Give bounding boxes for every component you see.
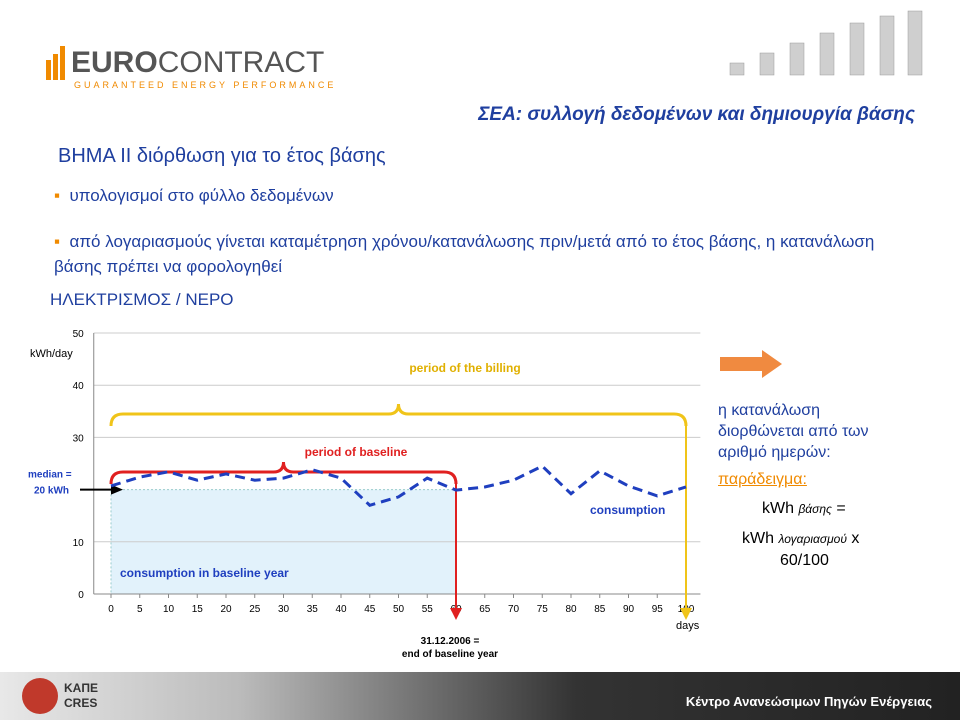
x-tick-label: 65 (479, 604, 491, 615)
x-tick-label: 35 (307, 604, 319, 615)
tagline: GUARANTEED ENERGY PERFORMANCE (74, 80, 337, 90)
f: kWh (742, 530, 774, 547)
annotation: 20 kWh (34, 486, 69, 497)
f: = (836, 500, 846, 517)
chart: 0103040500510152025303540455055606570758… (28, 329, 701, 660)
arrow (720, 350, 782, 378)
median-arrow-head (111, 484, 123, 495)
annotation: consumption in baseline year (120, 566, 289, 580)
decoration (729, 10, 923, 76)
bullet: ▪ από λογαριασμούς γίνεται καταμέτρηση χ… (54, 232, 875, 276)
side-line: αριθμό ημερών: (718, 444, 831, 461)
bullet-text: από λογαριασμούς γίνεται καταμέτρηση χρό… (54, 232, 875, 276)
section-title: ΗΛΕΚΤΡΙΣΜΟΣ / ΝΕΡΟ (50, 290, 234, 309)
x-tick-label: 95 (652, 604, 664, 615)
logo-text: CONTRACT (157, 46, 325, 79)
y-tick-label: 10 (73, 538, 85, 549)
annotation: period of the billing (409, 361, 520, 375)
footer: ΚΑΠΕ CRES Κέντρο Ανανεώσιμων Πηγών Ενέργ… (0, 672, 960, 720)
x-tick-label: 10 (163, 604, 175, 615)
formula: 60/100 (780, 552, 829, 569)
y-tick-label: 30 (73, 433, 85, 444)
billing-brace (109, 403, 688, 427)
x-tick-label: 5 (137, 604, 143, 615)
slide-title: ΣΕΑ: συλλογή δεδομένων και δημιουργία βά… (478, 104, 915, 125)
footer-org: Κέντρο Ανανεώσιμων Πηγών Ενέργειας (685, 694, 932, 709)
footer-logo: CRES (64, 696, 98, 710)
y-axis-label: kWh/day (30, 348, 73, 360)
x-tick-label: 85 (594, 604, 606, 615)
footer-logo-mark (22, 678, 58, 714)
annotation: end of baseline year (402, 649, 498, 660)
x-tick-label: 50 (393, 604, 405, 615)
bullet: ▪ υπολογισμοί στο φύλλο δεδομένων (54, 186, 334, 205)
f: x (851, 530, 860, 547)
baseline-brace (109, 461, 458, 485)
x-tick-label: 70 (508, 604, 520, 615)
logo-mark: EURO CONTRACT (46, 46, 336, 80)
x-tick-label: 55 (422, 604, 434, 615)
step-title: ΒΗΜΑ II διόρθωση για το έτος βάσης (58, 145, 386, 167)
logo-text: EURO (71, 46, 158, 79)
formula: kWh βάσης = (762, 498, 869, 520)
x-tick-label: 15 (192, 604, 204, 615)
series-line (110, 464, 687, 507)
x-tick-label: 90 (623, 604, 635, 615)
f-sub: λογαριασμού (778, 532, 847, 546)
footer-logo: ΚΑΠΕ (64, 681, 99, 695)
annotation: period of baseline (305, 445, 408, 459)
side-line: η κατανάλωση (718, 402, 821, 419)
example: παράδειγμα: (718, 471, 807, 488)
annotation: 31.12.2006 = (421, 636, 480, 647)
y-tick-label: 0 (78, 590, 84, 601)
y-tick-label: 50 (73, 329, 85, 340)
baseline-end-head (450, 608, 462, 620)
y-tick-label: 40 (73, 381, 85, 392)
legend-label: consumption (590, 503, 665, 517)
f: kWh (762, 500, 794, 517)
x-tick-label: 40 (335, 604, 347, 615)
x-tick-label: 0 (108, 604, 114, 615)
side-text: η κατανάλωση διορθώνεται από των αριθμό … (718, 400, 869, 571)
bullet-text: υπολογισμοί στο φύλλο δεδομένων (69, 186, 334, 205)
x-tick-label: 25 (249, 604, 261, 615)
x-tick-label: 75 (537, 604, 549, 615)
x-tick-label: 30 (278, 604, 290, 615)
formula: kWh λογαριασμού x (742, 528, 869, 550)
x-tick-label: 45 (364, 604, 376, 615)
annotation: median = (28, 470, 72, 481)
f-sub: βάσης (798, 502, 832, 516)
logo: EURO CONTRACT GUARANTEED ENERGY PERFORMAN… (46, 46, 336, 90)
x-tick-label: 20 (220, 604, 232, 615)
side-line: διορθώνεται από των (718, 423, 869, 440)
billing-end-head (680, 608, 692, 620)
x-axis-label: days (676, 620, 700, 632)
x-tick-label: 80 (565, 604, 577, 615)
